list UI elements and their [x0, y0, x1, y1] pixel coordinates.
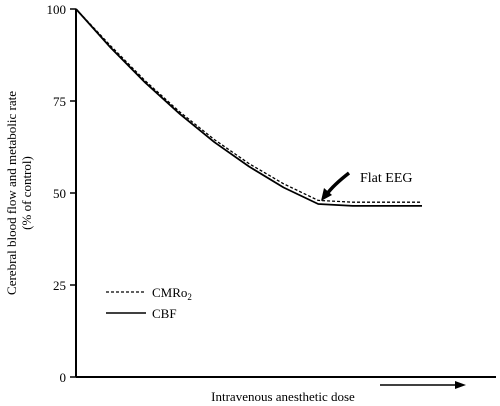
y-tick-label-100: 100 [47, 2, 67, 17]
legend: CMRo2 CBF [106, 285, 192, 321]
annotation-arrow [325, 171, 351, 196]
series-group [75, 8, 422, 207]
y-tick-label-25: 25 [53, 278, 66, 293]
legend-label-cbf: CBF [152, 306, 177, 321]
y-tick-label-50: 50 [53, 186, 66, 201]
y-tick-label-0: 0 [60, 370, 67, 385]
legend-label-cmro2: CMRo2 [152, 285, 192, 302]
y-ticks: 0 25 50 75 100 [47, 2, 76, 385]
y-axis-title-line2: (% of control) [19, 156, 34, 230]
y-tick-label-75: 75 [53, 94, 66, 109]
annotation-arrow-head [321, 188, 332, 201]
series-line-cmro2 [75, 8, 422, 203]
x-direction-arrow-head [455, 381, 466, 389]
annotation-flat-eeg: Flat EEG [360, 171, 413, 186]
legend-label-cmro2-main: CMRo [152, 285, 187, 300]
x-axis-title: Intravenous anesthetic dose [211, 389, 355, 404]
legend-label-cmro2-sub: 2 [187, 292, 192, 302]
series-line-cbf [75, 8, 422, 207]
y-axis-title-line1: Cerebral blood flow and metabolic rate [4, 91, 19, 295]
